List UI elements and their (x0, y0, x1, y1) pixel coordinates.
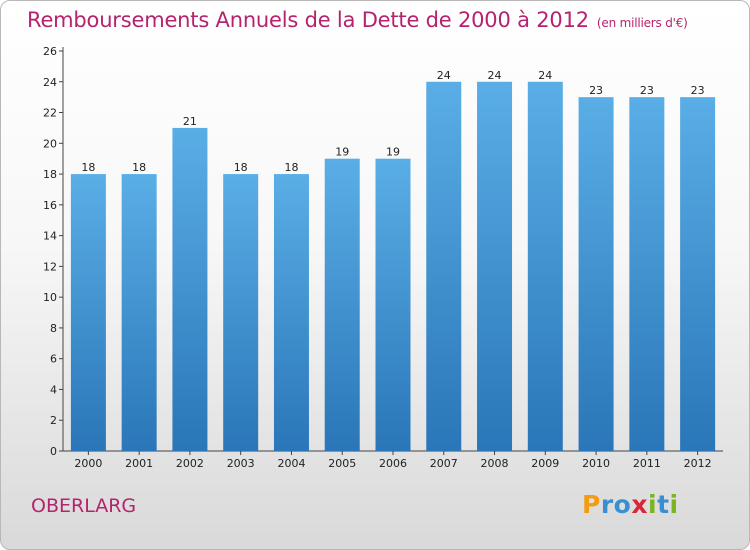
y-tick-label: 6 (50, 353, 57, 366)
bar (477, 81, 513, 452)
x-tick-label: 2008 (481, 457, 509, 470)
bar (172, 127, 208, 451)
y-tick-label: 22 (43, 107, 57, 120)
bar (223, 174, 259, 452)
x-tick-label: 2001 (125, 457, 153, 470)
bars (70, 81, 716, 452)
y-tick-label: 8 (50, 322, 57, 335)
bar-value-label: 23 (589, 84, 603, 97)
y-tick-label: 12 (43, 260, 57, 273)
y-tick-label: 26 (43, 45, 57, 58)
logo-letter: t (657, 490, 670, 519)
x-tick-label: 2003 (227, 457, 255, 470)
y-tick-label: 0 (50, 445, 57, 458)
y-tick-label: 16 (43, 199, 57, 212)
bar-value-label: 24 (538, 69, 552, 82)
bar (375, 158, 411, 451)
bar-value-label: 18 (132, 161, 146, 174)
x-tick-label: 2012 (684, 457, 712, 470)
x-tick-label: 2011 (633, 457, 661, 470)
y-tick-label: 24 (43, 76, 57, 89)
bar (273, 174, 309, 452)
bar (426, 81, 462, 452)
logo-letter: i (669, 490, 679, 519)
bar (578, 97, 614, 452)
bar (70, 174, 106, 452)
bar-value-label: 21 (183, 115, 197, 128)
logo-letter: x (631, 490, 648, 519)
bar (680, 97, 716, 452)
city-name: OBERLARG (31, 495, 137, 517)
x-tick-label: 2004 (277, 457, 305, 470)
x-tick-label: 2009 (531, 457, 559, 470)
logo-letter: r (600, 490, 614, 519)
bar-value-label: 18 (284, 161, 298, 174)
x-tick-label: 2002 (176, 457, 204, 470)
y-tick-label: 2 (50, 414, 57, 427)
logo-letter: P (582, 490, 601, 519)
bar (324, 158, 360, 451)
y-tick-label: 14 (43, 230, 57, 243)
chart-title-text: Remboursements Annuels de la Dette de 20… (27, 8, 589, 32)
bar (121, 174, 157, 452)
y-tick-label: 4 (50, 383, 57, 396)
unit-note: (en milliers d'€) (596, 16, 688, 30)
bar (527, 81, 563, 452)
bar-value-label: 23 (691, 84, 705, 97)
bar-value-label: 18 (234, 161, 248, 174)
bar (629, 97, 665, 452)
logo-letter: i (648, 490, 658, 519)
y-tick-label: 20 (43, 137, 57, 150)
proxiti-logo: Proxiti (582, 490, 679, 519)
bar-value-label: 19 (335, 146, 349, 159)
bar-value-label: 24 (437, 69, 451, 82)
bar-value-label: 19 (386, 146, 400, 159)
value-labels: 18 18 21 18 18 19 19 24 24 24 23 23 23 (81, 69, 704, 174)
x-tick-label: 2006 (379, 457, 407, 470)
x-tick-label: 2007 (430, 457, 458, 470)
x-tick-label: 2010 (582, 457, 610, 470)
logo-letter: o (613, 490, 632, 519)
bar-value-label: 24 (488, 69, 502, 82)
bar-value-label: 23 (640, 84, 654, 97)
y-tick-label: 10 (43, 291, 57, 304)
bar-value-label: 18 (81, 161, 95, 174)
y-tick-label: 18 (43, 168, 57, 181)
x-tick-label: 2000 (74, 457, 102, 470)
x-tick-label: 2005 (328, 457, 356, 470)
chart-title: Remboursements Annuels de la Dette de 20… (27, 8, 688, 32)
